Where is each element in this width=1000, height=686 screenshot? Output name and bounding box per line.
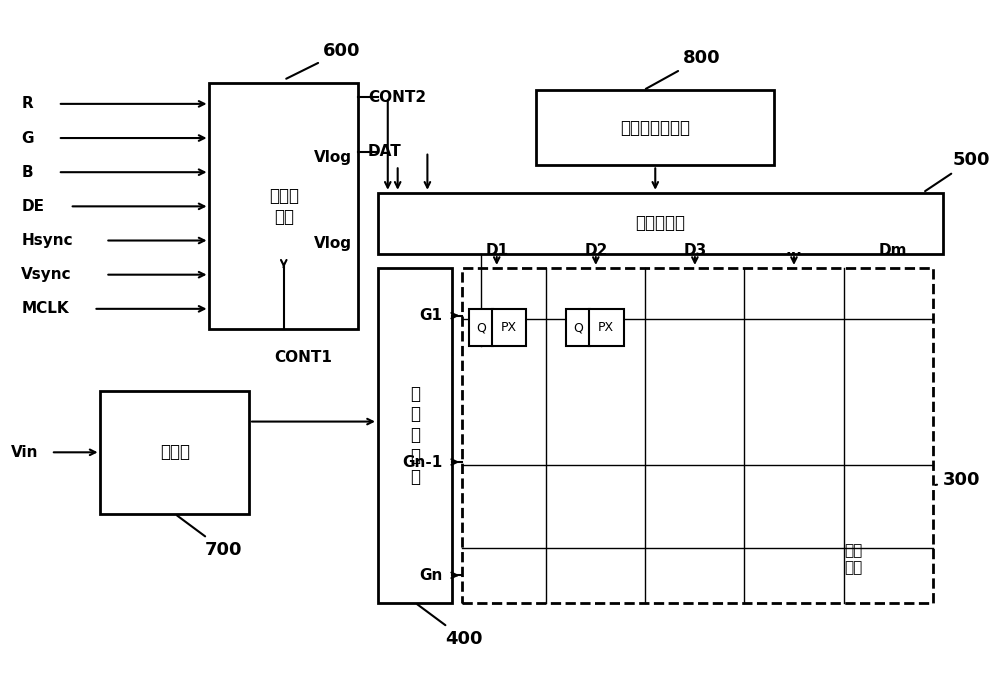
Text: ...: ... (786, 243, 802, 258)
Text: D3: D3 (683, 243, 707, 258)
Text: 700: 700 (177, 515, 242, 559)
Text: G1: G1 (419, 308, 442, 323)
FancyBboxPatch shape (492, 309, 526, 346)
Text: PX: PX (501, 321, 517, 334)
Text: 转压器: 转压器 (160, 443, 190, 461)
Text: Vlog: Vlog (314, 150, 352, 165)
Text: DAT: DAT (368, 144, 402, 159)
Text: 600: 600 (286, 42, 361, 79)
Text: B: B (21, 165, 33, 180)
Text: 灰阶电压产生器: 灰阶电压产生器 (620, 119, 690, 137)
Text: CONT2: CONT2 (368, 90, 426, 104)
Text: 800: 800 (646, 49, 721, 89)
Text: Hsync: Hsync (21, 233, 73, 248)
Text: Vin: Vin (11, 445, 39, 460)
FancyBboxPatch shape (566, 309, 590, 346)
Text: R: R (21, 96, 33, 111)
Text: PX: PX (598, 321, 614, 334)
Text: 信号控
制器: 信号控 制器 (269, 187, 299, 226)
Text: MCLK: MCLK (21, 301, 69, 316)
Text: CONT1: CONT1 (274, 350, 332, 365)
Text: Gn-1: Gn-1 (402, 455, 442, 469)
Text: 栅
驱
动
电
路: 栅 驱 动 电 路 (410, 385, 420, 486)
Text: 源驱动电路: 源驱动电路 (635, 215, 685, 233)
FancyBboxPatch shape (378, 268, 452, 602)
Text: Dm: Dm (879, 243, 907, 258)
Text: Q: Q (476, 321, 486, 334)
Text: D1: D1 (485, 243, 508, 258)
Text: Vsync: Vsync (21, 267, 72, 282)
Text: D2: D2 (584, 243, 608, 258)
Text: Q: Q (573, 321, 583, 334)
Text: Vlog: Vlog (313, 237, 351, 252)
Text: 500: 500 (925, 152, 990, 191)
FancyBboxPatch shape (536, 90, 774, 165)
FancyBboxPatch shape (469, 309, 493, 346)
FancyBboxPatch shape (209, 84, 358, 329)
FancyBboxPatch shape (378, 193, 943, 255)
FancyBboxPatch shape (100, 391, 249, 514)
Text: 像素
阵列: 像素 阵列 (844, 543, 863, 576)
Text: Gn: Gn (419, 568, 442, 583)
Text: G: G (21, 130, 34, 145)
FancyBboxPatch shape (462, 268, 933, 602)
Text: DE: DE (21, 199, 44, 214)
Text: 400: 400 (417, 604, 482, 648)
FancyBboxPatch shape (589, 309, 624, 346)
Text: 300: 300 (935, 471, 980, 489)
